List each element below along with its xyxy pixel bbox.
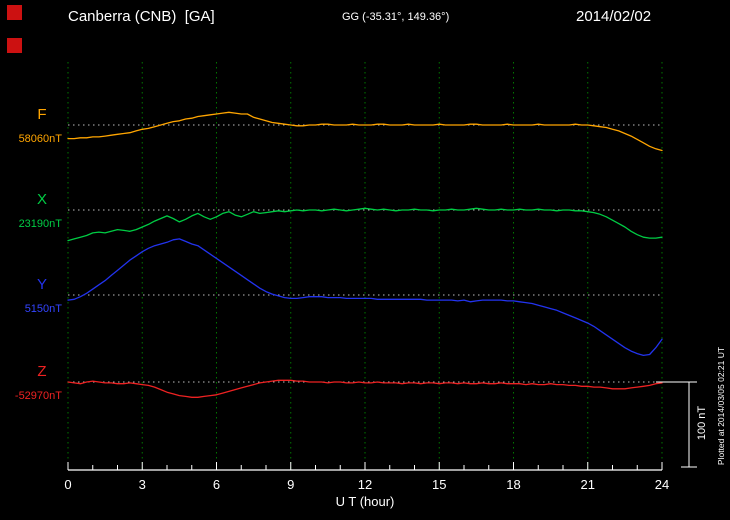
series-basevalue-y: 5150nT bbox=[24, 303, 62, 315]
red-marker-top bbox=[7, 5, 22, 20]
x-tick-label: 3 bbox=[138, 477, 146, 492]
observation-date: 2014/02/02 bbox=[576, 8, 652, 25]
x-tick-label: 6 bbox=[212, 477, 221, 492]
x-tick-label: 0 bbox=[64, 477, 72, 492]
x-axis-title: U T (hour) bbox=[335, 494, 395, 509]
series-basevalue-z: -52970nT bbox=[14, 390, 62, 402]
series-basevalue-f: 58060nT bbox=[18, 133, 62, 145]
series-label-z: Z bbox=[37, 363, 47, 380]
x-tick-label: 15 bbox=[432, 477, 447, 492]
x-tick-label: 24 bbox=[654, 477, 670, 492]
series-label-f: F bbox=[37, 106, 47, 123]
x-axis-tick-labels: 0 3 6 9 12 15 18 21 24 bbox=[0, 477, 730, 493]
plotted-timestamp-note: Plotted at 2014/03/05 02:21 UT bbox=[716, 346, 726, 466]
series-label-x: X bbox=[36, 191, 47, 208]
series-label-y: Y bbox=[36, 276, 47, 293]
geographic-coords: GG (-35.31°, 149.36°) bbox=[342, 11, 450, 23]
x-tick-label: 9 bbox=[287, 477, 295, 492]
x-tick-label: 18 bbox=[506, 477, 521, 492]
x-tick-label: 21 bbox=[580, 477, 595, 492]
x-tick-label: 12 bbox=[357, 477, 373, 492]
station-title: Canberra (CNB) [GA] bbox=[68, 8, 215, 25]
scale-bar-label: 100 nT bbox=[696, 405, 708, 441]
series-basevalue-x: 23190nT bbox=[18, 218, 62, 230]
red-marker-bottom bbox=[7, 38, 22, 53]
